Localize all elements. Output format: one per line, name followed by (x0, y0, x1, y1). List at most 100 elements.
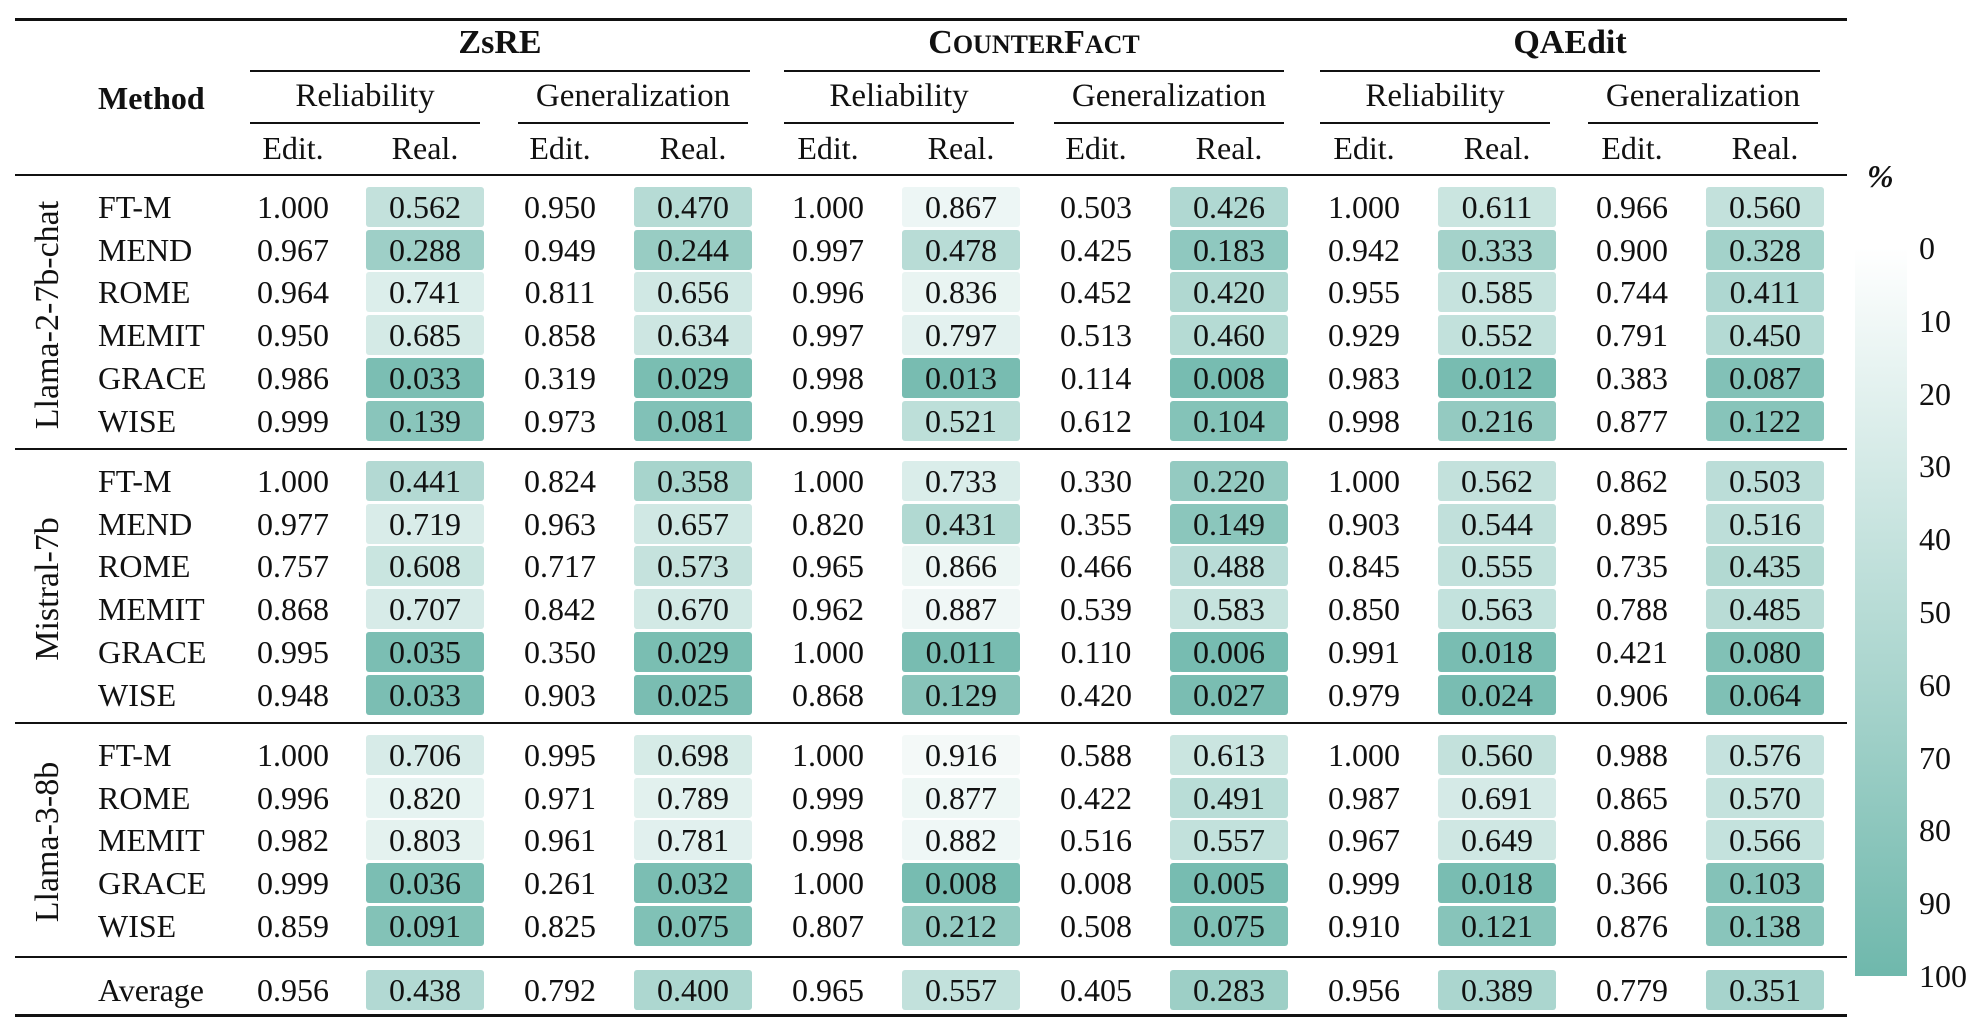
subgroup-cmidrule-0 (250, 122, 480, 124)
row-1-1-edit-cell: 0.903 (1328, 505, 1400, 542)
row-1-5-real-cell: 0.027 (1170, 674, 1288, 715)
row-2-1-edit-cell: 0.971 (524, 779, 596, 816)
colorbar-tick-label: 70 (1919, 739, 1951, 776)
row-2-3-edit-cell: 1.000 (792, 865, 864, 902)
row-2-0-edit-cell: 1.000 (257, 737, 329, 773)
row-1-0-edit-cell: 0.862 (1596, 463, 1668, 499)
row-0-4-real-cell: 0.033 (366, 357, 484, 398)
row-1-1-edit-cell: 0.355 (1060, 505, 1132, 542)
row-1-1-real-cell: 0.149 (1170, 503, 1288, 544)
row-2-3-edit-cell: 0.999 (257, 865, 329, 902)
row-2-0-edit-cell: 1.000 (792, 737, 864, 773)
column-header-3: Real. (659, 130, 727, 166)
zsre-cmidrule (250, 70, 750, 72)
top-rule (15, 18, 1847, 21)
row-2-2-real-cell: 0.803 (366, 820, 484, 861)
row-0-2-real-cell: 0.836 (902, 272, 1020, 313)
row-2-2-edit-cell: 0.516 (1060, 822, 1132, 859)
row-1-2-edit-cell: 0.965 (792, 548, 864, 585)
row-1-5-edit-cell: 0.979 (1328, 676, 1400, 713)
row-0-0-edit-cell: 1.000 (792, 189, 864, 225)
row-0-4-edit-cell: 0.319 (524, 359, 596, 396)
row-1-0-edit-cell: 1.000 (257, 463, 329, 499)
row-2-4-real-cell: 0.138 (1706, 905, 1824, 946)
row-0-5-edit-cell: 0.612 (1060, 402, 1132, 439)
row-2-3-real-cell: 0.036 (366, 863, 484, 904)
method-header: Method (98, 80, 205, 116)
row-1-3-edit-cell: 0.788 (1596, 591, 1668, 628)
row-2-3-real-cell: 0.018 (1438, 863, 1556, 904)
counterfact-cmidrule (784, 70, 1284, 72)
row-2-3-real-cell: 0.032 (634, 863, 752, 904)
average-row-edit-cell: 0.792 (524, 972, 596, 1008)
row-0-0-edit-cell: 0.503 (1060, 189, 1132, 225)
row-1-1-real-cell: 0.544 (1438, 503, 1556, 544)
row-1-5-method: WISE (98, 676, 177, 713)
row-1-1-edit-cell: 0.895 (1596, 505, 1668, 542)
row-0-0-edit-cell: 0.966 (1596, 189, 1668, 225)
row-0-1-edit-cell: 0.942 (1328, 231, 1400, 268)
colorbar-tick-label: 10 (1919, 302, 1951, 339)
row-2-1-edit-cell: 0.987 (1328, 779, 1400, 816)
row-1-3-real-cell: 0.563 (1438, 589, 1556, 630)
dataset-header-2: QAEdit (1513, 26, 1626, 60)
colorbar-tick-label: 20 (1919, 375, 1951, 412)
row-1-2-edit-cell: 0.757 (257, 548, 329, 585)
row-0-4-edit-cell: 0.986 (257, 359, 329, 396)
row-0-4-real-cell: 0.012 (1438, 357, 1556, 398)
row-0-5-edit-cell: 0.999 (257, 402, 329, 439)
row-2-4-edit-cell: 0.825 (524, 907, 596, 944)
row-2-2-real-cell: 0.566 (1706, 820, 1824, 861)
row-1-4-real-cell: 0.018 (1438, 631, 1556, 672)
row-0-5-method: WISE (98, 402, 177, 439)
colorbar-tick-label: 80 (1919, 812, 1951, 849)
row-2-2-method: MEMIT (98, 822, 205, 859)
row-2-0-edit-cell: 0.588 (1060, 737, 1132, 773)
colorbar-tick-label: 50 (1919, 594, 1951, 630)
subgroup-header-1: Generalization (535, 78, 731, 114)
subgroup-header-0: Reliability (295, 78, 435, 114)
row-0-1-method: MEND (98, 231, 193, 268)
row-0-0-edit-cell: 0.950 (524, 189, 596, 225)
dataset-header-0: ZsRE (458, 26, 541, 60)
row-2-0-edit-cell: 0.988 (1596, 737, 1668, 773)
row-1-4-edit-cell: 0.995 (257, 633, 329, 670)
row-0-3-edit-cell: 0.950 (257, 317, 329, 354)
row-1-5-edit-cell: 0.903 (524, 676, 596, 713)
row-0-3-edit-cell: 0.513 (1060, 317, 1132, 354)
row-0-0-edit-cell: 1.000 (1328, 189, 1400, 225)
row-2-1-real-cell: 0.691 (1438, 777, 1556, 818)
row-1-1-real-cell: 0.516 (1706, 503, 1824, 544)
row-0-5-real-cell: 0.081 (634, 400, 752, 441)
row-0-3-edit-cell: 0.791 (1596, 317, 1668, 354)
row-1-5-real-cell: 0.129 (902, 674, 1020, 715)
row-0-0-real-cell: 0.867 (902, 187, 1020, 227)
row-0-3-edit-cell: 0.997 (792, 317, 864, 354)
row-1-4-real-cell: 0.029 (634, 631, 752, 672)
row-0-1-real-cell: 0.183 (1170, 229, 1288, 270)
average-row-real-cell: 0.438 (366, 970, 484, 1010)
colorbar-tick-label: 90 (1919, 885, 1951, 922)
row-0-1-real-cell: 0.478 (902, 229, 1020, 270)
row-2-4-edit-cell: 0.876 (1596, 907, 1668, 944)
row-1-4-edit-cell: 0.110 (1060, 633, 1132, 670)
subgroup-header-2: Reliability (829, 78, 969, 114)
row-1-2-real-cell: 0.573 (634, 546, 752, 587)
column-header-5: Real. (927, 130, 995, 166)
row-1-4-real-cell: 0.006 (1170, 631, 1288, 672)
subgroup-cmidrule-5 (1588, 122, 1818, 124)
row-0-3-real-cell: 0.552 (1438, 315, 1556, 356)
row-2-4-edit-cell: 0.859 (257, 907, 329, 944)
qaedit-cmidrule (1320, 70, 1820, 72)
row-2-2-edit-cell: 0.967 (1328, 822, 1400, 859)
row-2-1-edit-cell: 0.996 (257, 779, 329, 816)
dataset-header-part: QAEdit (1513, 24, 1627, 61)
row-1-4-edit-cell: 0.350 (524, 633, 596, 670)
row-0-5-edit-cell: 0.877 (1596, 402, 1668, 439)
average-row-real-cell: 0.351 (1706, 970, 1824, 1010)
row-0-5-real-cell: 0.104 (1170, 400, 1288, 441)
row-0-0-real-cell: 0.562 (366, 187, 484, 227)
row-1-2-real-cell: 0.608 (366, 546, 484, 587)
row-1-5-edit-cell: 0.420 (1060, 676, 1132, 713)
row-2-1-edit-cell: 0.999 (792, 779, 864, 816)
